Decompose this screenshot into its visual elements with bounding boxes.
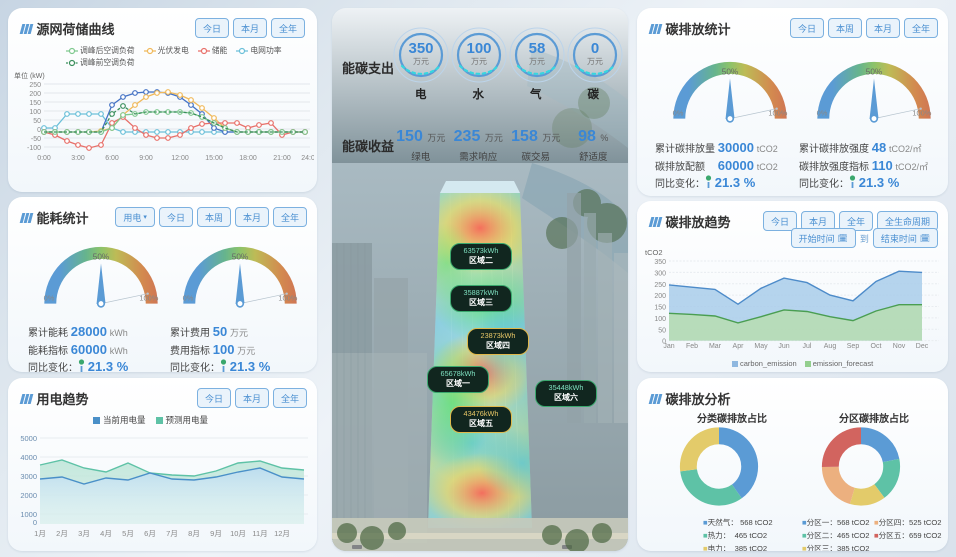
svg-text:0: 0 [33,518,37,527]
svg-text:150: 150 [654,305,666,312]
svg-text:100: 100 [654,316,666,323]
svg-text:350: 350 [654,259,666,266]
svg-text:15:00: 15:00 [205,155,223,162]
svg-text:50: 50 [33,118,41,125]
svg-text:tCO2: tCO2 [645,248,663,257]
svg-text:Nov: Nov [893,343,906,350]
svg-text:2000: 2000 [20,491,37,500]
svg-text:200: 200 [29,91,41,98]
svg-text:Dec: Dec [916,343,929,350]
svg-text:3月: 3月 [78,529,90,538]
svg-text:-50: -50 [31,136,41,143]
svg-text:10月: 10月 [230,529,246,538]
svg-text:9月: 9月 [210,529,222,538]
svg-text:May: May [754,343,768,350]
svg-text:9:00: 9:00 [139,155,153,162]
svg-text:0%: 0% [44,294,55,303]
svg-text:1月: 1月 [34,529,46,538]
svg-text:5000: 5000 [20,434,37,443]
svg-text:3000: 3000 [20,472,37,481]
svg-text:0:00: 0:00 [37,155,51,162]
svg-text:-100: -100 [27,145,41,152]
svg-text:Jan: Jan [663,343,674,350]
svg-text:50%: 50% [866,68,882,77]
svg-text:4000: 4000 [20,453,37,462]
svg-text:12月: 12月 [274,529,290,538]
svg-text:Jul: Jul [803,343,812,350]
svg-text:7月: 7月 [166,529,178,538]
svg-text:50%: 50% [722,68,738,77]
svg-text:单位 (kW): 单位 (kW) [14,71,45,80]
svg-text:100: 100 [29,109,41,116]
svg-text:50: 50 [658,327,666,334]
svg-text:150: 150 [29,100,41,107]
svg-text:250: 250 [654,282,666,289]
svg-text:Oct: Oct [871,343,882,350]
svg-text:6月: 6月 [144,529,156,538]
svg-text:24:00: 24:00 [301,155,314,162]
svg-text:Jun: Jun [778,343,789,350]
svg-text:18:00: 18:00 [239,155,257,162]
svg-text:0%: 0% [183,294,194,303]
svg-text:3:00: 3:00 [71,155,85,162]
svg-text:200: 200 [654,293,666,300]
svg-text:5月: 5月 [122,529,134,538]
svg-text:2月: 2月 [56,529,68,538]
svg-text:21:00: 21:00 [273,155,291,162]
svg-text:Sep: Sep [847,343,860,350]
svg-text:Mar: Mar [709,343,722,350]
svg-text:11月: 11月 [252,529,267,538]
svg-text:0%: 0% [673,109,684,118]
svg-text:6:00: 6:00 [105,155,119,162]
svg-text:Apr: Apr [733,343,745,350]
svg-text:12:00: 12:00 [171,155,189,162]
svg-text:300: 300 [654,270,666,277]
svg-text:0: 0 [37,127,41,134]
svg-text:250: 250 [29,82,41,89]
svg-text:50%: 50% [232,253,248,262]
svg-text:8月: 8月 [188,529,200,538]
svg-text:0%: 0% [817,109,828,118]
svg-text:4月: 4月 [100,529,112,538]
svg-text:Aug: Aug [824,343,837,350]
svg-text:Feb: Feb [686,343,698,350]
svg-text:50%: 50% [93,253,109,262]
